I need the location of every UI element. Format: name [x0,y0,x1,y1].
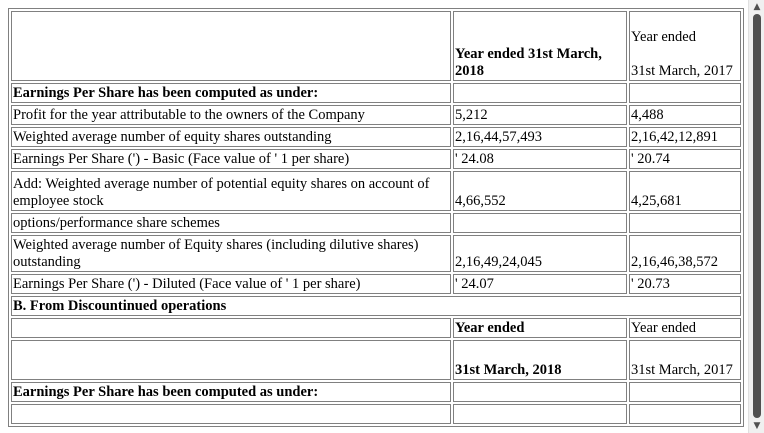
table-row: Profit for the year attributable to the … [11,105,741,125]
scroll-down-arrow-icon[interactable]: ▼ [753,421,761,431]
row-label: options/performance share schemes [11,213,451,233]
table-row: Weighted average number of equity shares… [11,127,741,147]
discontinued-header-row-1: Year ended Year ended [11,318,741,338]
discontinued-section-label: B. From Discountinued operations [11,296,741,316]
empty-cell [11,318,451,338]
table-row: options/performance share schemes [11,213,741,233]
empty-cell [11,340,451,380]
table-row [11,404,741,424]
value-2018: 2,16,44,57,493 [453,127,627,147]
empty-cell [629,83,741,103]
value-2018: ' 24.07 [453,274,627,294]
row-label: Earnings Per Share (') - Diluted (Face v… [11,274,451,294]
empty-cell [629,404,741,424]
table-row: Earnings Per Share (') - Basic (Face val… [11,149,741,169]
value-2017 [629,213,741,233]
table-row: Earnings Per Share (') - Diluted (Face v… [11,274,741,294]
eps-table: Year ended 31st March, 2018 Year ended 3… [8,8,744,427]
discontinued-header-row-2: 31st March, 2018 31st March, 2017 [11,340,741,380]
scroll-up-arrow-icon[interactable]: ▲ [753,2,761,12]
value-2017: 4,25,681 [629,171,741,211]
empty-cell [453,83,627,103]
value-2017: 4,488 [629,105,741,125]
row-label: Add: Weighted average number of potentia… [11,171,451,211]
header-2018: Year ended 31st March, 2018 [453,11,627,81]
row-label: Earnings Per Share (') - Basic (Face val… [11,149,451,169]
table-row: Weighted average number of Equity shares… [11,235,741,272]
value-2017: ' 20.74 [629,149,741,169]
empty-cell [453,404,627,424]
table-row: Add: Weighted average number of potentia… [11,171,741,211]
row-label: Weighted average number of Equity shares… [11,235,451,272]
header-2017-line2: 31st March, 2017 [631,63,733,79]
disc-header-2018-line2: 31st March, 2018 [453,340,627,380]
section-title-row: Earnings Per Share has been computed as … [11,83,741,103]
vertical-scrollbar[interactable]: ▲ ▼ [748,0,764,433]
empty-cell [453,382,627,402]
header-row: Year ended 31st March, 2018 Year ended 3… [11,11,741,81]
document-viewport: Year ended 31st March, 2018 Year ended 3… [8,8,744,427]
value-2018: ' 24.08 [453,149,627,169]
value-2018 [453,213,627,233]
disc-section-title: Earnings Per Share has been computed as … [11,382,451,402]
value-2018: 5,212 [453,105,627,125]
disc-header-2018-line1: Year ended [453,318,627,338]
value-2017: ' 20.73 [629,274,741,294]
header-blank-cell [11,11,451,81]
disc-header-2017-line2: 31st March, 2017 [629,340,741,380]
section-title-row: Earnings Per Share has been computed as … [11,382,741,402]
header-2017-line1: Year ended [631,29,696,45]
value-2018: 4,66,552 [453,171,627,211]
disc-header-2017-line1: Year ended [629,318,741,338]
header-2017: Year ended 31st March, 2017 [629,11,741,81]
empty-cell [629,382,741,402]
section-label-row: B. From Discountinued operations [11,296,741,316]
value-2018: 2,16,49,24,045 [453,235,627,272]
section-title: Earnings Per Share has been computed as … [11,83,451,103]
row-label: Profit for the year attributable to the … [11,105,451,125]
scrollbar-thumb[interactable] [753,14,761,418]
row-label: Weighted average number of equity shares… [11,127,451,147]
value-2017: 2,16,46,38,572 [629,235,741,272]
empty-cell [11,404,451,424]
value-2017: 2,16,42,12,891 [629,127,741,147]
